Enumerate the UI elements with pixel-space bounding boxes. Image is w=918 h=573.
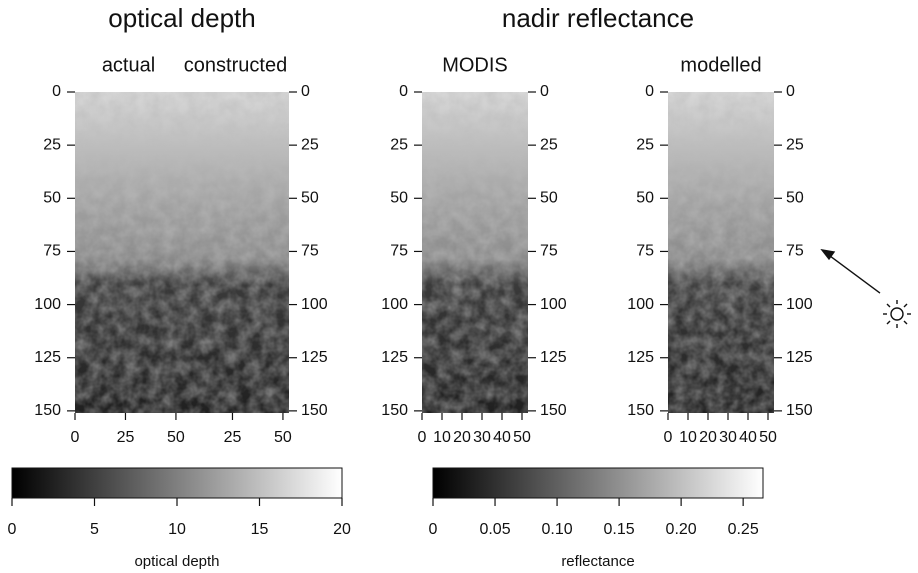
colorbar: [432, 467, 764, 499]
y-tick-label: 0: [399, 83, 408, 100]
colorbar-label: optical depth: [134, 553, 219, 570]
colorbar-tick-label: 0: [8, 521, 17, 538]
y-tick-label: 125: [786, 349, 813, 366]
colorbar-tick-label: 0.20: [666, 521, 697, 538]
y-tick-label: 100: [786, 296, 813, 313]
x-tick-label: 20: [699, 429, 717, 446]
y-tick-label: 100: [381, 296, 408, 313]
y-tick-label: 150: [540, 402, 567, 419]
y-tick-label: 50: [301, 190, 319, 207]
colorbar-tick-label: 20: [333, 521, 351, 538]
colorbar-tick-label: 15: [251, 521, 269, 538]
panel-title: modelled: [680, 54, 761, 76]
x-tick-label: 0: [71, 429, 80, 446]
y-tick-label: 75: [636, 243, 654, 260]
colorbar: [11, 467, 343, 499]
y-tick-label: 125: [34, 349, 61, 366]
y-tick-label: 25: [540, 136, 558, 153]
y-tick-label: 0: [301, 83, 310, 100]
x-tick-label: 30: [473, 429, 491, 446]
colorbar-label: reflectance: [561, 553, 634, 570]
y-tick-label: 150: [786, 402, 813, 419]
y-tick-label: 100: [34, 296, 61, 313]
y-tick-label: 100: [301, 296, 328, 313]
x-tick-label: 25: [117, 429, 135, 446]
x-tick-label: 40: [739, 429, 757, 446]
x-tick-label: 0: [418, 429, 427, 446]
y-tick-label: 50: [43, 190, 61, 207]
colorbar-tick-label: 10: [168, 521, 186, 538]
y-tick-label: 125: [540, 349, 567, 366]
colorbar-tick-label: 0.05: [479, 521, 510, 538]
x-tick-label: 0: [664, 429, 673, 446]
y-tick-label: 25: [43, 136, 61, 153]
x-tick-label: 50: [274, 429, 292, 446]
image-texture: [75, 92, 182, 413]
panel-title: actual: [102, 54, 155, 76]
y-tick-label: 150: [627, 402, 654, 419]
y-tick-label: 125: [381, 349, 408, 366]
y-tick-label: 75: [786, 243, 804, 260]
y-tick-label: 50: [390, 190, 408, 207]
y-tick-label: 0: [540, 83, 549, 100]
y-tick-label: 150: [34, 402, 61, 419]
y-tick-label: 0: [52, 83, 61, 100]
x-tick-label: 30: [719, 429, 737, 446]
image-texture: [182, 92, 289, 413]
panel-title: constructed: [184, 54, 287, 76]
panel-title: MODIS: [442, 54, 508, 76]
image-texture: [422, 92, 528, 413]
x-tick-label: 10: [433, 429, 451, 446]
y-tick-label: 125: [301, 349, 328, 366]
colorbar-tick-label: 0: [429, 521, 438, 538]
y-tick-label: 25: [301, 136, 319, 153]
y-tick-label: 25: [636, 136, 654, 153]
y-tick-label: 100: [627, 296, 654, 313]
y-tick-label: 50: [540, 190, 558, 207]
colorbar-tick-label: 0.10: [541, 521, 572, 538]
y-tick-label: 75: [540, 243, 558, 260]
y-tick-label: 50: [786, 190, 804, 207]
y-tick-label: 75: [301, 243, 319, 260]
y-tick-label: 100: [540, 296, 567, 313]
y-tick-label: 75: [390, 243, 408, 260]
x-tick-label: 50: [759, 429, 777, 446]
y-tick-label: 50: [636, 190, 654, 207]
colorbar-tick-label: 0.15: [604, 521, 635, 538]
group-title: nadir reflectance: [502, 3, 694, 33]
x-tick-label: 50: [513, 429, 531, 446]
colorbar-tick-label: 0.25: [728, 521, 759, 538]
x-tick-label: 10: [679, 429, 697, 446]
y-tick-label: 150: [301, 402, 328, 419]
y-tick-label: 0: [645, 83, 654, 100]
x-tick-label: 40: [493, 429, 511, 446]
x-tick-label: 25: [224, 429, 242, 446]
y-tick-label: 125: [627, 349, 654, 366]
sun-indicator: [820, 249, 911, 328]
image-texture: [668, 92, 774, 413]
x-tick-label: 20: [453, 429, 471, 446]
colorbar-tick-label: 5: [90, 521, 99, 538]
y-tick-label: 0: [786, 83, 795, 100]
y-tick-label: 150: [381, 402, 408, 419]
y-tick-label: 25: [390, 136, 408, 153]
group-title: optical depth: [108, 3, 255, 33]
x-tick-label: 50: [167, 429, 185, 446]
y-tick-label: 25: [786, 136, 804, 153]
y-tick-label: 75: [43, 243, 61, 260]
